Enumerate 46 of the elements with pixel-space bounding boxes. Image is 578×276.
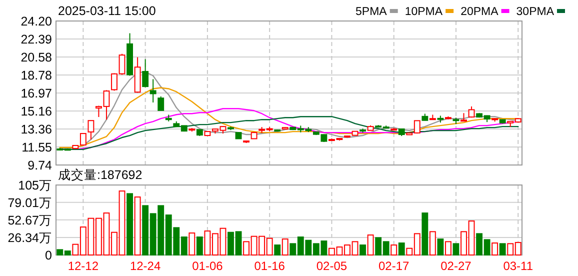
x-tick-label: 02-17 [378, 259, 410, 273]
bar [126, 193, 133, 256]
y-tick-label: 24.20 [20, 14, 52, 28]
bar [422, 212, 428, 256]
bar [445, 241, 452, 256]
bar [360, 244, 366, 256]
legend-label: 10PMA [404, 6, 443, 18]
bar [134, 196, 141, 256]
bar [196, 236, 203, 256]
chart-title: 成交量:187692 [58, 167, 142, 182]
bar [437, 238, 444, 256]
chart-title: 2025-03-11 15:00 [58, 4, 156, 18]
bar [188, 232, 196, 256]
x-tick-label: 01-06 [192, 259, 224, 273]
y-tick-label: 26.34万 [8, 230, 52, 245]
bar [282, 238, 288, 256]
y-tick-label: 15.16 [20, 104, 52, 119]
bar [367, 234, 374, 256]
y-tick-label: 20.58 [20, 50, 52, 65]
bar [492, 242, 498, 256]
y-tick-label: 0 [45, 248, 52, 262]
y-tick-label: 52.67万 [8, 213, 52, 228]
y-tick-label: 22.39 [20, 32, 52, 47]
y-tick-label: 18.78 [20, 68, 52, 82]
x-tick-label: 12-12 [68, 259, 99, 273]
y-tick-label: 13.36 [20, 122, 52, 136]
bar [274, 244, 281, 256]
x-tick-label: 02-05 [316, 259, 348, 273]
y-tick-label: 105万 [18, 178, 52, 192]
x-tick-label: 02-27 [440, 259, 472, 273]
legend-label: 20PMA [460, 6, 499, 18]
y-tick-label: 16.97 [20, 86, 52, 100]
bar [429, 231, 436, 256]
bar [398, 242, 405, 256]
legend-label: 5PMA [356, 6, 388, 18]
x-tick-label: 03-11 [503, 259, 534, 273]
legend-label: 30PMA [516, 6, 554, 18]
candlestick [150, 78, 156, 103]
bar [390, 244, 398, 256]
x-tick-label: 12-24 [130, 259, 161, 273]
y-tick-label: 11.55 [22, 140, 52, 154]
bar [452, 243, 460, 256]
y-tick-label: 9.74 [28, 158, 52, 172]
x-tick-label: 01-16 [254, 259, 286, 273]
bar [499, 243, 506, 256]
y-tick-label: 79.01万 [8, 196, 52, 210]
